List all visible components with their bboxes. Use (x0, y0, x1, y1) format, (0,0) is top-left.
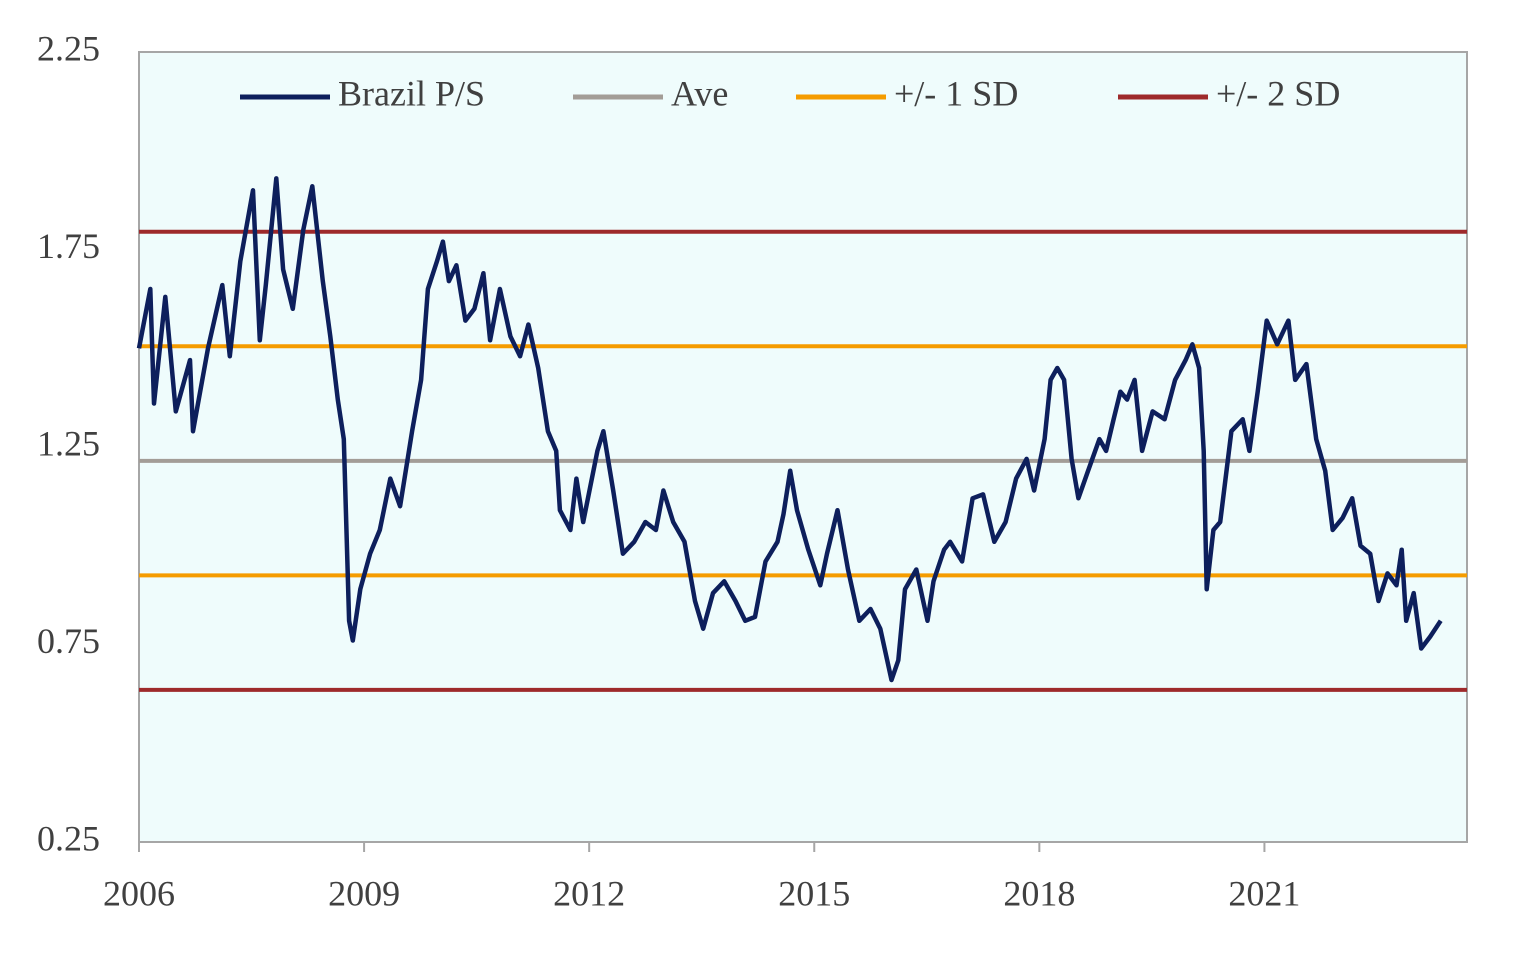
legend-label: +/- 1 SD (894, 73, 1018, 113)
x-tick-label: 2018 (1003, 873, 1075, 913)
x-tick-label: 2012 (553, 873, 625, 913)
x-tick-label: 2021 (1228, 873, 1300, 913)
y-tick-label: 0.75 (37, 621, 100, 661)
y-tick-label: 2.25 (37, 28, 100, 68)
y-tick-label: 1.25 (37, 423, 100, 463)
legend-label: +/- 2 SD (1216, 73, 1340, 113)
legend-label: Ave (671, 73, 728, 113)
y-tick-label: 0.25 (37, 818, 100, 858)
x-tick-label: 2009 (328, 873, 400, 913)
x-tick-label: 2015 (778, 873, 850, 913)
y-tick-label: 1.75 (37, 226, 100, 266)
x-tick-label: 2006 (103, 873, 175, 913)
data-line (136, 176, 1443, 683)
plot-area (138, 51, 1468, 843)
legend-label: Brazil P/S (338, 73, 485, 113)
